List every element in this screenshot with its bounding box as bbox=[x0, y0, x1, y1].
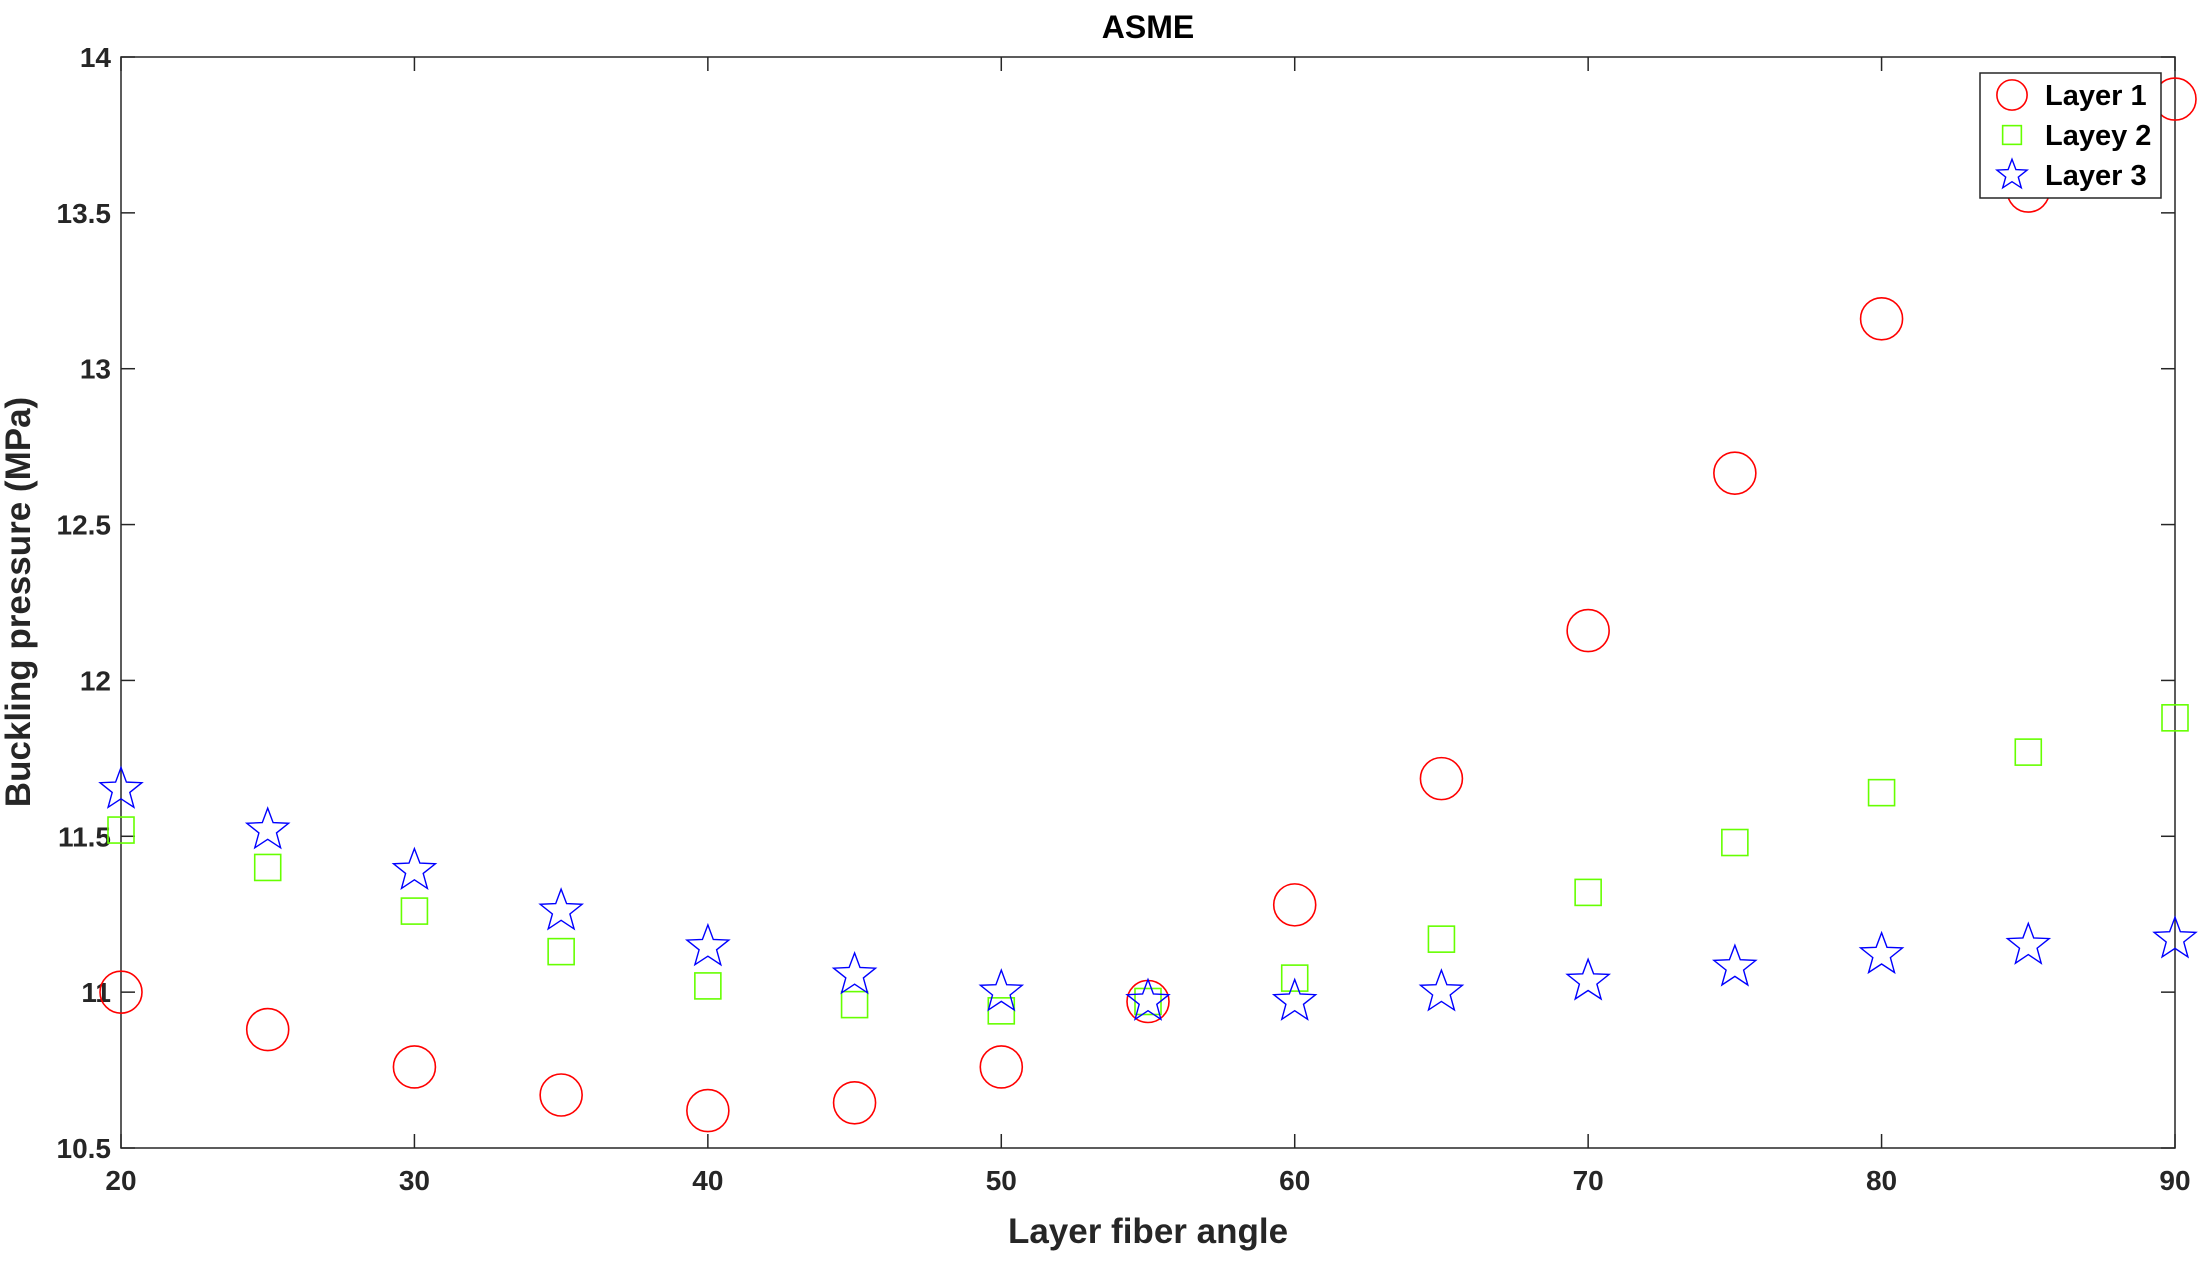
x-tick-label: 70 bbox=[1573, 1165, 1604, 1196]
y-tick-label: 14 bbox=[80, 42, 112, 73]
square-point bbox=[2014, 738, 2043, 766]
chart-title: ASME bbox=[1102, 9, 1194, 45]
legend-label: Layer 3 bbox=[2045, 160, 2147, 192]
legend-box bbox=[1979, 72, 2162, 199]
square-point bbox=[1280, 964, 1309, 992]
y-tick-label: 11 bbox=[81, 977, 111, 1008]
square-point bbox=[400, 897, 429, 925]
star-point bbox=[1858, 930, 1905, 975]
y-axis-label: Buckling pressure (MPa) bbox=[0, 397, 38, 807]
square-point bbox=[1574, 878, 1602, 907]
square-point bbox=[694, 972, 722, 1000]
square-point bbox=[1721, 828, 1749, 857]
star-point bbox=[1271, 977, 1318, 1021]
x-tick-label: 40 bbox=[692, 1165, 723, 1196]
square-point bbox=[987, 997, 1016, 1025]
legend-square-icon bbox=[2001, 124, 2023, 146]
star-point bbox=[244, 806, 291, 850]
star-point bbox=[538, 887, 584, 931]
x-tick-label: 80 bbox=[1866, 1165, 1897, 1196]
circle-point bbox=[1859, 297, 1904, 341]
circle-point bbox=[1272, 883, 1317, 927]
x-tick-label: 90 bbox=[2159, 1165, 2190, 1196]
star-point bbox=[1125, 977, 1171, 1021]
plot-area bbox=[120, 56, 2176, 1149]
square-point bbox=[253, 853, 282, 882]
star-point bbox=[978, 968, 1025, 1012]
circle-point bbox=[1126, 979, 1170, 1024]
square-point bbox=[547, 937, 575, 966]
star-point bbox=[98, 765, 144, 809]
circle-point bbox=[1566, 608, 1610, 653]
y-tick-label: 11.5 bbox=[58, 821, 111, 852]
series-layey-2 bbox=[107, 704, 2189, 1025]
circle-point bbox=[979, 1045, 1024, 1089]
legend-label: Layey 2 bbox=[2045, 120, 2151, 152]
star-point bbox=[1712, 943, 1758, 987]
star-point bbox=[2152, 915, 2198, 959]
y-tick-label: 13.5 bbox=[57, 198, 112, 229]
circle-point bbox=[1713, 451, 1757, 495]
circle-point bbox=[686, 1088, 730, 1133]
legend: Layer 1 Layey 2 Layer 3 bbox=[1979, 72, 2162, 199]
y-tick-label: 12.5 bbox=[57, 510, 112, 541]
circle-point bbox=[245, 1007, 290, 1052]
circle-point bbox=[99, 970, 143, 1014]
x-tick-label: 20 bbox=[105, 1165, 136, 1196]
square-point bbox=[1427, 925, 1456, 953]
star-point bbox=[1565, 957, 1612, 1001]
legend-label: Layer 1 bbox=[2045, 80, 2147, 112]
series-layer-3 bbox=[98, 765, 2198, 1021]
square-point bbox=[2161, 704, 2189, 732]
star-point bbox=[831, 951, 878, 995]
legend-star-icon bbox=[1995, 157, 2029, 190]
star-point bbox=[391, 846, 438, 891]
circle-point bbox=[1419, 756, 1464, 801]
square-point bbox=[1867, 778, 1896, 807]
x-tick-label: 50 bbox=[986, 1165, 1017, 1196]
square-point bbox=[107, 816, 135, 844]
y-tick-label: 13 bbox=[80, 354, 111, 385]
y-tick-label: 10.5 bbox=[57, 1133, 112, 1164]
legend-circle-icon bbox=[1996, 79, 2028, 111]
x-tick-label: 30 bbox=[399, 1165, 430, 1196]
x-tick-label: 60 bbox=[1279, 1165, 1310, 1196]
circle-point bbox=[392, 1045, 437, 1089]
y-tick-label: 12 bbox=[80, 665, 111, 696]
series-layer-1 bbox=[99, 77, 2197, 1133]
circle-point bbox=[832, 1081, 877, 1125]
star-point bbox=[2005, 921, 2052, 965]
x-axis-label: Layer fiber angle bbox=[1008, 1212, 1288, 1251]
square-point bbox=[840, 990, 869, 1019]
star-point bbox=[1418, 968, 1465, 1012]
star-point bbox=[684, 922, 731, 967]
circle-point bbox=[539, 1073, 583, 1117]
